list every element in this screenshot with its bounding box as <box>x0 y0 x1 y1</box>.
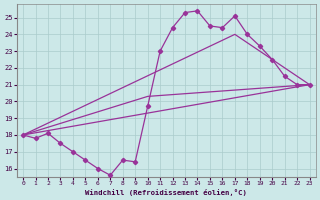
X-axis label: Windchill (Refroidissement éolien,°C): Windchill (Refroidissement éolien,°C) <box>85 189 247 196</box>
